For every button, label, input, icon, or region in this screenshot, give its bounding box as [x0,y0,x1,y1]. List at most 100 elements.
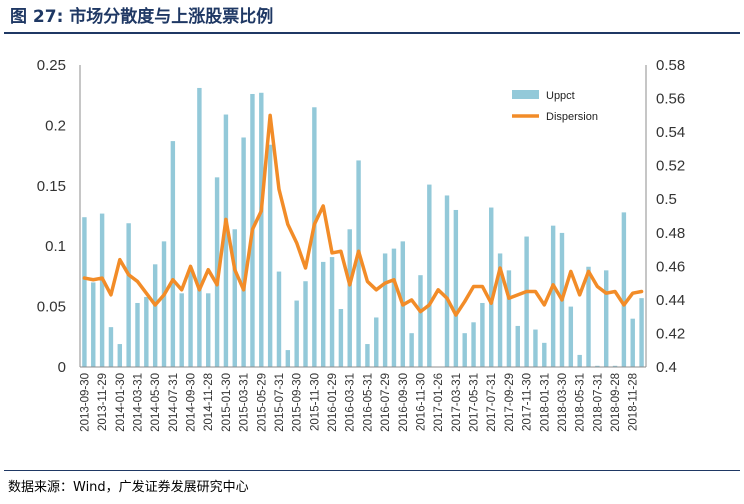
legend-swatch-uppct [512,90,539,99]
x-tick-label: 2015-07-31 [274,373,286,432]
bar [630,318,635,367]
bar [603,270,609,367]
legend-label-dispersion: Dispersion [546,111,598,123]
x-tick-label: 2014-07-31 [168,373,180,432]
bar [347,229,352,367]
bar [515,325,520,367]
bar [506,270,512,367]
bar [108,327,114,367]
right-tick-label: 0.54 [656,124,685,141]
bar [99,213,105,367]
bar [259,92,264,367]
x-tick-label: 2018-01-31 [539,373,551,432]
bar [365,344,370,367]
x-tick-label: 2016-03-31 [345,373,357,432]
bar [303,281,308,367]
bar [320,261,326,367]
bar [542,342,547,367]
bar [152,264,158,367]
bar [82,217,87,367]
bar [338,309,344,367]
bar [621,212,627,367]
right-tick-label: 0.5 [656,191,677,208]
left-tick-label: 0.1 [45,238,66,255]
x-tick-label: 2015-05-29 [256,373,268,432]
x-tick-label: 2016-07-29 [380,373,392,432]
x-tick-label: 2017-03-31 [451,373,463,432]
bar [568,306,574,367]
x-tick-label: 2015-09-30 [292,373,304,432]
x-tick-label: 2016-09-30 [398,373,410,432]
dispersion-line [82,113,644,317]
left-tick-label: 0.25 [37,57,66,74]
bar [382,253,388,367]
bar [144,296,149,367]
figure-title: 图 27: 市场分散度与上涨股票比例 [10,7,274,27]
x-tick-label: 2016-05-31 [362,373,374,432]
axes: 0 0.05 0.1 0.15 0.2 0.25 0.4 0.42 0.44 0.46 0.48 0.… [37,57,685,432]
bar [418,275,423,367]
x-tick-label: 2018-03-30 [557,373,569,432]
x-tick-label: 2017-09-29 [504,373,516,432]
x-tick-label: 2015-11-30 [309,373,321,431]
right-tick-label: 0.56 [656,91,685,108]
bar [612,365,618,367]
bar [206,293,211,367]
bar [179,293,184,367]
right-tick-label: 0.48 [656,225,685,242]
bar [197,87,202,367]
bar [533,329,538,367]
x-tick-label: 2018-11-28 [628,373,640,431]
legend-label-uppct: Uppct [546,90,575,102]
x-tick-label: 2014-09-30 [186,373,198,432]
bar [374,317,379,367]
bar [232,229,237,367]
chart: 0 0.05 0.1 0.15 0.2 0.25 0.4 0.42 0.44 0.46 0.48 0.… [37,57,685,432]
bar [329,257,335,367]
bar [223,114,229,367]
bar [170,141,176,367]
right-tick-label: 0.52 [656,158,685,175]
bar [480,302,485,367]
x-tick-label: 2018-07-31 [592,373,604,432]
x-tick-label: 2015-03-31 [239,373,251,432]
x-tick-label: 2018-09-28 [610,373,622,432]
bar [444,195,450,367]
bar [285,350,291,367]
right-tick-label: 0.44 [656,292,685,309]
x-tick-label: 2017-07-31 [486,373,498,432]
bar [427,184,432,367]
bar [356,160,361,367]
x-tick-label: 2014-05-30 [150,373,162,432]
bar [489,207,494,367]
legend: Uppct Dispersion [512,90,598,123]
bar [135,302,140,367]
bar [161,241,167,367]
line-series-dispersion [82,113,644,317]
bar [462,333,467,367]
x-tick-label: 2017-11-30 [522,373,534,431]
bar [577,354,582,367]
x-tick-label: 2017-01-26 [433,373,445,432]
bar [595,365,600,367]
title-rule [4,32,740,34]
bar [294,300,299,367]
bar [241,137,246,367]
x-tick-label: 2016-11-30 [415,373,427,431]
x-tick-label: 2014-11-28 [203,373,215,431]
right-tick-label: 0.4 [656,359,677,376]
bar [391,248,397,367]
bar [471,322,476,367]
x-tick-label: 2018-05-31 [575,373,587,432]
source-rule [4,470,740,471]
bar [639,298,644,367]
bar [524,236,529,367]
x-tick-label: 2014-01-30 [115,373,127,432]
source-note: 数据来源：Wind，广发证券发展研究中心 [8,480,249,495]
x-tick-label: 2013-09-30 [79,373,91,432]
left-tick-label: 0.05 [37,299,66,316]
x-tick-label: 2017-05-31 [469,373,481,432]
left-tick-label: 0.15 [37,178,66,195]
x-tick-label: 2016-01-29 [327,373,339,432]
bar-series-uppct [82,87,644,368]
